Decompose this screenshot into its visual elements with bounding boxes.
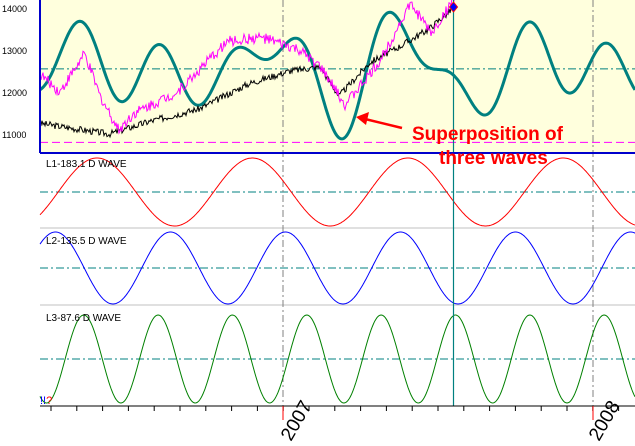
annotation-arrow — [364, 117, 403, 130]
year-label-2008: 2008 — [585, 397, 624, 444]
status-marks: !!? — [40, 395, 52, 407]
year-label-2007: 2007 — [277, 397, 316, 444]
magenta-price-line — [39, 0, 455, 135]
wave-label-l1: L1-183.1 D WAVE — [46, 159, 127, 170]
y-tick-label: 14000 — [2, 4, 27, 14]
y-tick-label: 11000 — [2, 130, 26, 140]
wave-line-l2 — [39, 231, 635, 305]
arrow-head-icon — [356, 112, 369, 125]
status-mark-2: ? — [46, 395, 52, 407]
wave-label-l2: L2-135.5 D WAVE — [46, 236, 127, 247]
annotation-line2: three waves — [439, 148, 548, 169]
y-tick-label: 13000 — [2, 46, 27, 56]
wave-line-l3 — [39, 314, 635, 404]
annotation-line1: Superposition of — [412, 124, 564, 145]
y-tick-label: 12000 — [2, 88, 27, 98]
status-mark-1: !! — [40, 395, 46, 407]
wave-label-l3: L3-87.6 D WAVE — [46, 313, 121, 324]
annotation: Superposition of three waves — [356, 112, 564, 169]
wave-line-l1 — [39, 157, 635, 227]
composite-wave-line — [39, 10, 635, 141]
cursor-marker-icon[interactable] — [448, 1, 459, 13]
